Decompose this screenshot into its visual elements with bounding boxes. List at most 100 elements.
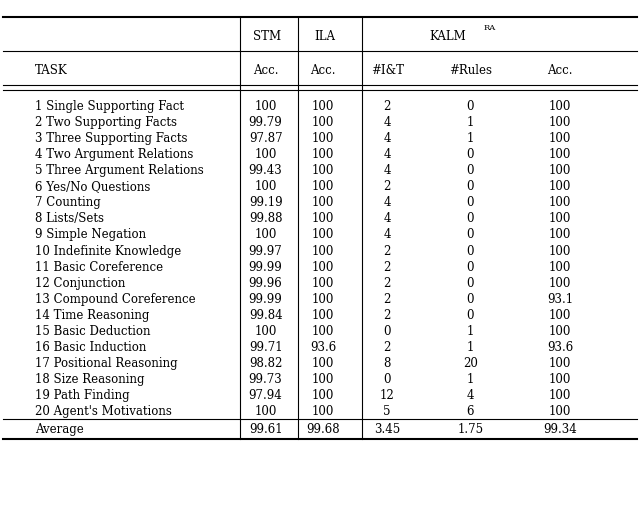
Text: 0: 0 [467, 292, 474, 305]
Text: 100: 100 [549, 244, 571, 257]
Text: 0: 0 [467, 309, 474, 321]
Text: 20: 20 [463, 357, 478, 370]
Text: 100: 100 [255, 148, 276, 161]
Text: ILA: ILA [315, 30, 335, 43]
Text: 3.45: 3.45 [374, 422, 401, 435]
Text: 99.61: 99.61 [249, 422, 282, 435]
Text: 1: 1 [467, 116, 474, 129]
Text: 6: 6 [467, 405, 474, 418]
Text: 7 Counting: 7 Counting [35, 196, 101, 209]
Text: 100: 100 [312, 260, 334, 273]
Text: 99.96: 99.96 [249, 276, 282, 289]
Text: 99.79: 99.79 [249, 116, 282, 129]
Text: 17 Positional Reasoning: 17 Positional Reasoning [35, 357, 178, 370]
Text: 100: 100 [312, 309, 334, 321]
Text: 1: 1 [467, 373, 474, 385]
Text: 100: 100 [312, 116, 334, 129]
Text: 4: 4 [383, 116, 391, 129]
Text: Average: Average [35, 422, 84, 435]
Text: 2: 2 [383, 99, 391, 113]
Text: 4: 4 [383, 212, 391, 225]
Text: 5: 5 [383, 405, 391, 418]
Text: 4: 4 [383, 196, 391, 209]
Text: 99.71: 99.71 [249, 340, 282, 353]
Text: 100: 100 [312, 276, 334, 289]
Text: 0: 0 [467, 212, 474, 225]
Text: 12: 12 [380, 389, 395, 401]
Text: 100: 100 [312, 292, 334, 305]
Text: 97.87: 97.87 [249, 132, 282, 144]
Text: 99.99: 99.99 [249, 292, 282, 305]
Text: 100: 100 [312, 389, 334, 401]
Text: 18 Size Reasoning: 18 Size Reasoning [35, 373, 145, 385]
Text: 99.19: 99.19 [249, 196, 282, 209]
Text: 16 Basic Induction: 16 Basic Induction [35, 340, 147, 353]
Text: 100: 100 [549, 373, 571, 385]
Text: KALM: KALM [429, 30, 467, 43]
Text: 0: 0 [467, 276, 474, 289]
Text: 99.68: 99.68 [307, 422, 340, 435]
Text: 2: 2 [383, 309, 391, 321]
Text: Acc.: Acc. [310, 64, 336, 77]
Text: 100: 100 [549, 196, 571, 209]
Text: 0: 0 [467, 148, 474, 161]
Text: 100: 100 [549, 116, 571, 129]
Text: 100: 100 [312, 405, 334, 418]
Text: 13 Compound Coreference: 13 Compound Coreference [35, 292, 196, 305]
Text: 20 Agent's Motivations: 20 Agent's Motivations [35, 405, 172, 418]
Text: 14 Time Reasoning: 14 Time Reasoning [35, 309, 150, 321]
Text: 100: 100 [312, 373, 334, 385]
Text: 4: 4 [383, 228, 391, 241]
Text: 9 Simple Negation: 9 Simple Negation [35, 228, 147, 241]
Text: 100: 100 [549, 260, 571, 273]
Text: 0: 0 [467, 260, 474, 273]
Text: 100: 100 [549, 405, 571, 418]
Text: 100: 100 [549, 357, 571, 370]
Text: 1: 1 [467, 324, 474, 337]
Text: 93.6: 93.6 [547, 340, 573, 353]
Text: 4 Two Argument Relations: 4 Two Argument Relations [35, 148, 193, 161]
Text: 0: 0 [467, 228, 474, 241]
Text: 2: 2 [383, 260, 391, 273]
Text: 1: 1 [467, 340, 474, 353]
Text: 8: 8 [383, 357, 391, 370]
Text: 4: 4 [467, 389, 474, 401]
Text: 2: 2 [383, 244, 391, 257]
Text: 100: 100 [549, 99, 571, 113]
Text: 100: 100 [255, 324, 276, 337]
Text: 100: 100 [312, 99, 334, 113]
Text: 100: 100 [312, 324, 334, 337]
Text: 0: 0 [467, 164, 474, 177]
Text: 99.43: 99.43 [249, 164, 282, 177]
Text: 2: 2 [383, 276, 391, 289]
Text: 100: 100 [312, 228, 334, 241]
Text: 100: 100 [549, 228, 571, 241]
Text: 100: 100 [312, 196, 334, 209]
Text: RA: RA [483, 24, 495, 32]
Text: 2 Two Supporting Facts: 2 Two Supporting Facts [35, 116, 177, 129]
Text: 98.82: 98.82 [249, 357, 282, 370]
Text: 15 Basic Deduction: 15 Basic Deduction [35, 324, 150, 337]
Text: 100: 100 [312, 212, 334, 225]
Text: 0: 0 [467, 99, 474, 113]
Text: 100: 100 [549, 132, 571, 144]
Text: 97.94: 97.94 [249, 389, 282, 401]
Text: 99.97: 99.97 [249, 244, 282, 257]
Text: 0: 0 [383, 373, 391, 385]
Text: 99.73: 99.73 [249, 373, 282, 385]
Text: 2: 2 [383, 292, 391, 305]
Text: 100: 100 [312, 244, 334, 257]
Text: TASK: TASK [35, 64, 68, 77]
Text: STM: STM [253, 30, 282, 43]
Text: 2: 2 [383, 340, 391, 353]
Text: 100: 100 [549, 212, 571, 225]
Text: 4: 4 [383, 164, 391, 177]
Text: 100: 100 [255, 180, 276, 193]
Text: #Rules: #Rules [449, 64, 492, 77]
Text: 10 Indefinite Knowledge: 10 Indefinite Knowledge [35, 244, 182, 257]
Text: 8 Lists/Sets: 8 Lists/Sets [35, 212, 104, 225]
Text: 100: 100 [255, 99, 276, 113]
Text: 100: 100 [312, 180, 334, 193]
Text: 99.88: 99.88 [249, 212, 282, 225]
Text: 100: 100 [549, 148, 571, 161]
